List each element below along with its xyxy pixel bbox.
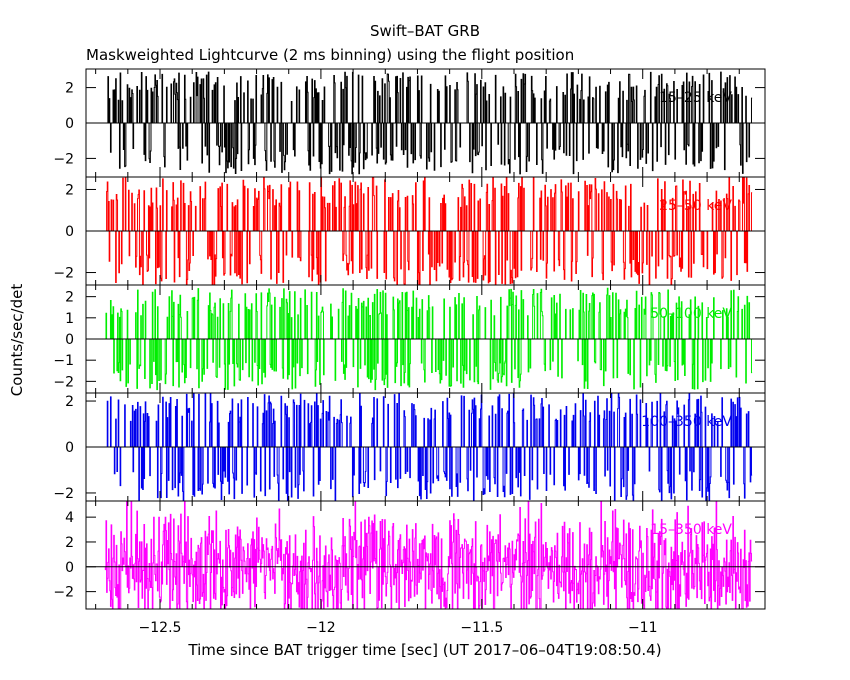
y-tick-label: 2 bbox=[65, 182, 74, 198]
y-tick-label: 0 bbox=[65, 560, 74, 576]
x-tick-label: −11.5 bbox=[460, 620, 503, 636]
chart-title: Swift–BAT GRB bbox=[370, 22, 480, 40]
y-tick-label: −2 bbox=[53, 151, 74, 167]
band-label: 15–25 keV bbox=[659, 90, 732, 106]
x-axis-tick-labels: −12.5 −12 −11.5 −11 bbox=[139, 620, 658, 636]
band-label: 100–350 keV bbox=[641, 414, 732, 430]
series-trace bbox=[104, 500, 753, 610]
y-tick-label: 0 bbox=[65, 116, 74, 132]
y-tick-label: −2 bbox=[53, 266, 74, 282]
y-tick-label: 1 bbox=[65, 311, 74, 327]
x-axis-label: Time since BAT trigger time [sec] (UT 20… bbox=[187, 641, 661, 659]
y-tick-label: −2 bbox=[53, 585, 74, 601]
y-tick-label: 0 bbox=[65, 440, 74, 456]
y-tick-label: 2 bbox=[65, 81, 74, 97]
x-tick-label: −12 bbox=[306, 620, 336, 636]
y-axis-label: Counts/sec/det bbox=[8, 284, 26, 397]
panel-3: −2 −1 0 1 2 50–100 keV bbox=[53, 284, 766, 394]
y-tick-label: −1 bbox=[53, 353, 74, 369]
y-tick-label: −2 bbox=[53, 374, 74, 390]
y-tick-label: 2 bbox=[65, 394, 74, 410]
y-tick-label: 2 bbox=[65, 535, 74, 551]
series-trace bbox=[105, 392, 753, 502]
panel-2: −2 0 2 25–50 keV bbox=[53, 176, 766, 286]
panel-1: −2 0 2 15–25 keV bbox=[53, 68, 766, 178]
x-tick-label: −12.5 bbox=[139, 620, 182, 636]
y-tick-label: 0 bbox=[65, 224, 74, 240]
y-tick-label: 0 bbox=[65, 332, 74, 348]
panel-stack: −2 0 2 15–25 keV −2 0 2 25–50 keV −2 −1 0 1 2 50–100 … bbox=[53, 68, 766, 610]
panel-4: −2 0 2 100–350 keV bbox=[53, 392, 766, 502]
band-label: 50–100 keV bbox=[650, 306, 732, 322]
x-tick-label: −11 bbox=[628, 620, 658, 636]
band-label: 25–50 keV bbox=[659, 198, 732, 214]
band-label: 15–350 keV bbox=[650, 522, 732, 538]
y-tick-label: −2 bbox=[53, 486, 74, 502]
panel-frame bbox=[85, 500, 766, 610]
chart-subtitle: Maskweighted Lightcurve (2 ms binning) u… bbox=[86, 46, 574, 64]
panel-5: −2 0 2 4 15–350 keV bbox=[53, 500, 766, 610]
y-tick-label: 2 bbox=[65, 290, 74, 306]
y-tick-label: 4 bbox=[65, 510, 74, 526]
